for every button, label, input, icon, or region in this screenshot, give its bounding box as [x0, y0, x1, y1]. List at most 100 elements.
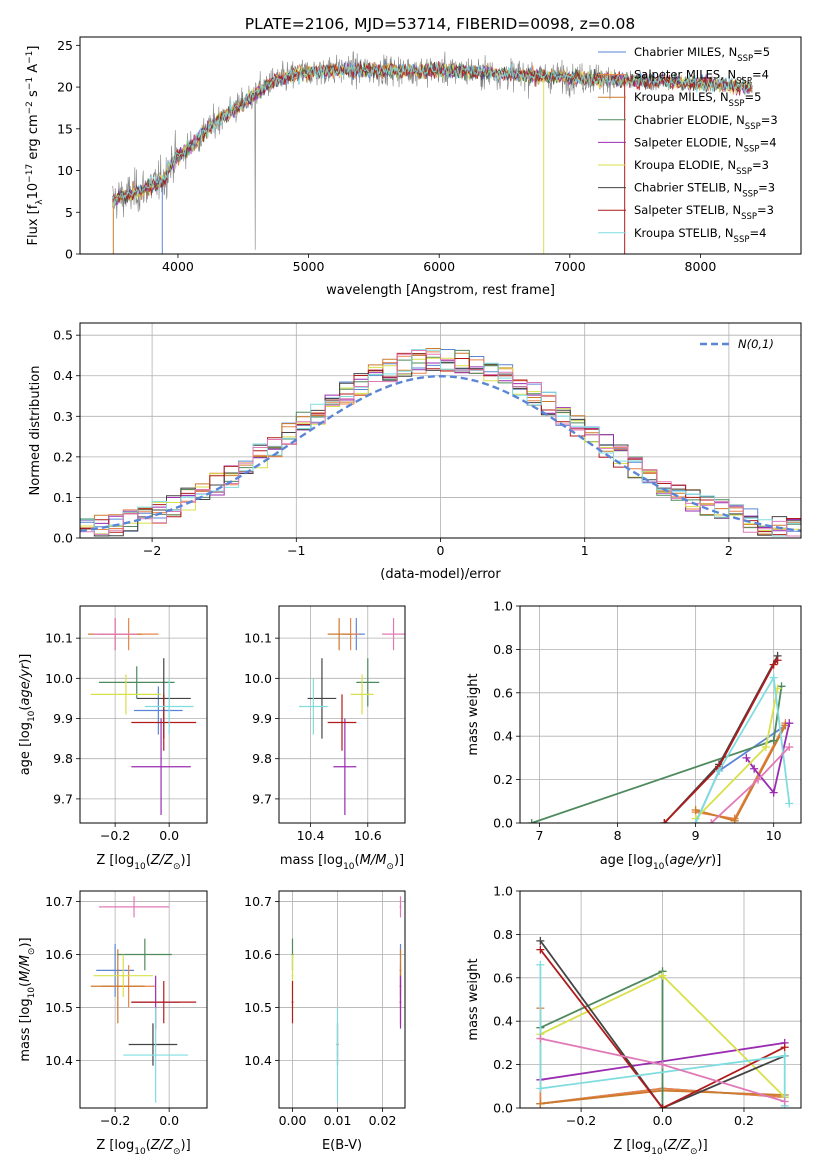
legend-label: Chabrier STELIB, NSSP=3	[634, 181, 775, 200]
y-tick-label: 0.2	[493, 772, 513, 787]
mass-weight-marker	[707, 819, 716, 823]
legend-label: N(0,1)	[738, 337, 774, 351]
plot-area	[291, 896, 402, 1103]
y-tick-label: 10.5	[244, 1000, 272, 1015]
x-axis-label: E(B-V)	[322, 1138, 362, 1153]
legend-label: Chabrier ELODIE, NSSP=3	[634, 113, 778, 132]
y-axis-label: mass [log10(M/M⊙)]	[18, 937, 37, 1061]
x-axis-label: Z [log10(Z/Z⊙)]	[613, 1138, 707, 1157]
legend-label: Kroupa MILES, NSSP=5	[634, 90, 761, 109]
y-axis-label: age [log10(age/yr)]	[18, 654, 37, 776]
y-tick-label: 0.0	[493, 816, 513, 831]
mass-weight-marker	[754, 775, 763, 784]
panel-mass-vs-Z: −0.2 0.0 10.4 10.5 10.6 10.7 Z [log10(Z/Z⊙)] ma…	[18, 890, 208, 1157]
y-tick-label: 10.0	[45, 671, 73, 686]
mass-weight-marker	[536, 960, 545, 969]
legend: Chabrier MILES, NSSP=5 Salpeter MILES, NS…	[598, 45, 778, 245]
legend-label: Salpeter MILES, NSSP=4	[634, 68, 769, 87]
x-tick-label: −2	[143, 543, 161, 558]
mass-weight-line	[539, 949, 786, 1108]
x-tick-label: 10	[766, 828, 782, 843]
panel-age-vs-mass: 10.4 10.6 9.7 9.8 9.9 10.0 10.1 mass [log10(M/M…	[244, 605, 406, 872]
y-tick-label: 9.9	[252, 711, 272, 726]
y-tick-label: 0.3	[53, 409, 73, 424]
legend-label: Salpeter ELODIE, NSSP=4	[634, 135, 777, 154]
plot-area	[90, 896, 197, 1103]
plot-area	[527, 651, 794, 823]
y-tick-label: 9.7	[53, 791, 73, 806]
x-tick-label: 0	[437, 543, 445, 558]
mass-weight-marker	[773, 656, 782, 665]
plot-area	[112, 51, 753, 254]
mass-weight-marker	[785, 719, 794, 728]
y-tick-label: 10.6	[244, 947, 272, 962]
y-tick-label: 10	[57, 163, 73, 178]
mass-weight-marker	[780, 1097, 789, 1106]
mass-weight-marker	[527, 819, 536, 823]
y-tick-label: 10.4	[244, 1053, 272, 1068]
x-tick-label: −0.2	[566, 1113, 596, 1128]
plot-area	[80, 348, 801, 537]
mass-weight-line	[663, 655, 779, 823]
mass-weight-marker	[536, 945, 545, 954]
x-tick-label: 0.0	[159, 1113, 179, 1128]
x-tick-label: 2	[725, 543, 733, 558]
axes-frame	[79, 322, 802, 539]
mass-weight-marker	[769, 736, 778, 745]
y-axis-label: Normed distribution	[28, 366, 43, 496]
x-tick-label: 0.02	[369, 1113, 397, 1128]
x-tick-label: 0.0	[653, 1113, 673, 1128]
mass-weight-marker	[536, 936, 545, 945]
mass-weight-marker	[536, 1034, 545, 1043]
y-tick-label: 10.1	[45, 631, 73, 646]
y-tick-label: 1.0	[493, 599, 513, 614]
x-axis-label: Z [log10(Z/Z⊙)]	[96, 853, 190, 872]
residual-histogram	[80, 350, 801, 537]
x-axis-label: age [log10(age/yr)]	[600, 853, 722, 872]
y-tick-label: 9.8	[252, 751, 272, 766]
x-tick-label: 7	[536, 828, 544, 843]
y-tick-label: 0.4	[493, 729, 513, 744]
y-axis-label: mass weight	[466, 958, 481, 1040]
mass-weight-marker	[715, 766, 724, 775]
y-tick-label: 0.6	[493, 685, 513, 700]
x-tick-label: 0.00	[279, 1113, 307, 1128]
mass-weight-marker	[785, 743, 794, 752]
y-tick-label: 0.2	[493, 1057, 513, 1072]
y-tick-label: 0.1	[53, 490, 73, 505]
y-tick-label: 9.8	[53, 751, 73, 766]
x-tick-label: −0.2	[100, 1113, 130, 1128]
mass-weight-marker	[785, 799, 794, 808]
legend-label: Salpeter STELIB, NSSP=3	[634, 203, 774, 222]
y-tick-label: 10.5	[45, 1000, 73, 1015]
mass-weight-marker	[769, 673, 778, 682]
panels: 4000 5000 6000 7000 80000510152025wavelength…	[18, 36, 802, 1157]
x-tick-label: 0.2	[734, 1113, 754, 1128]
mass-weight-marker	[761, 743, 770, 752]
y-axis-label: Flux [fλ10−17 erg cm−2 s−1 A−1]	[25, 46, 45, 246]
plot-area	[536, 936, 789, 1108]
panel-age-vs-Z: −0.2 0.0 9.7 9.8 9.9 10.0 10.1 Z [log10(Z/Z⊙)] a…	[18, 605, 208, 872]
mass-weight-marker	[780, 1051, 789, 1060]
panel-mass-vs-ebv: 0.00 0.01 0.02 10.4 10.5 10.6 10.7 E(B-V)	[244, 890, 406, 1153]
y-tick-label: 10.0	[244, 671, 272, 686]
x-tick-label: 0.0	[159, 828, 179, 843]
y-tick-label: 10.7	[45, 894, 73, 909]
gaussian-reference-curve	[80, 374, 801, 533]
legend-label: Kroupa STELIB, NSSP=4	[634, 226, 766, 245]
x-tick-label: 10.6	[354, 828, 382, 843]
x-tick-label: 1	[581, 543, 589, 558]
panel-mass-weight-vs-Z: −0.2 0.0 0.2 0.0 0.2 0.4 0.6 0.8 1.0 Z [log10(Z/Z…	[466, 884, 802, 1157]
x-axis-label: mass [log10(M/M⊙)]	[280, 853, 404, 872]
figure-title: PLATE=2106, MJD=53714, FIBERID=0098, z=0…	[245, 15, 635, 33]
y-tick-label: 0.0	[493, 1101, 513, 1116]
x-tick-label: 7000	[554, 259, 586, 274]
y-tick-label: 15	[57, 121, 73, 136]
legend-label: Chabrier MILES, NSSP=5	[634, 45, 770, 64]
mass-weight-marker	[691, 819, 700, 823]
y-tick-label: 10.4	[45, 1053, 73, 1068]
y-tick-label: 5	[65, 205, 73, 220]
x-tick-label: −0.2	[100, 828, 130, 843]
mass-weight-line	[539, 940, 786, 1108]
